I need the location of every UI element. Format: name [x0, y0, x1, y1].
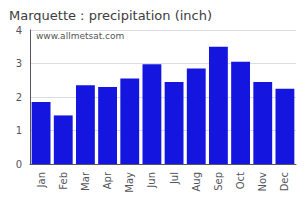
svg-text:Jan: Jan: [36, 172, 47, 188]
svg-text:3: 3: [16, 58, 22, 69]
svg-text:4: 4: [16, 25, 22, 36]
svg-text:Nov: Nov: [257, 172, 268, 192]
svg-text:Jul: Jul: [169, 172, 180, 185]
svg-text:Oct: Oct: [235, 172, 246, 189]
svg-text:Jun: Jun: [146, 172, 157, 189]
svg-text:Dec: Dec: [279, 172, 290, 191]
svg-text:2: 2: [16, 92, 22, 103]
svg-text:1: 1: [16, 125, 22, 136]
svg-text:Sep: Sep: [213, 172, 224, 191]
svg-text:Feb: Feb: [58, 172, 69, 190]
svg-text:May: May: [124, 172, 135, 193]
svg-text:Apr: Apr: [102, 171, 113, 189]
svg-text:www.allmetsat.com: www.allmetsat.com: [36, 31, 124, 41]
svg-text:0: 0: [16, 159, 22, 170]
svg-text:Aug: Aug: [191, 172, 202, 192]
svg-text:Mar: Mar: [80, 171, 91, 191]
svg-text:Marquette : precipitation (inc: Marquette : precipitation (inch): [9, 8, 212, 23]
